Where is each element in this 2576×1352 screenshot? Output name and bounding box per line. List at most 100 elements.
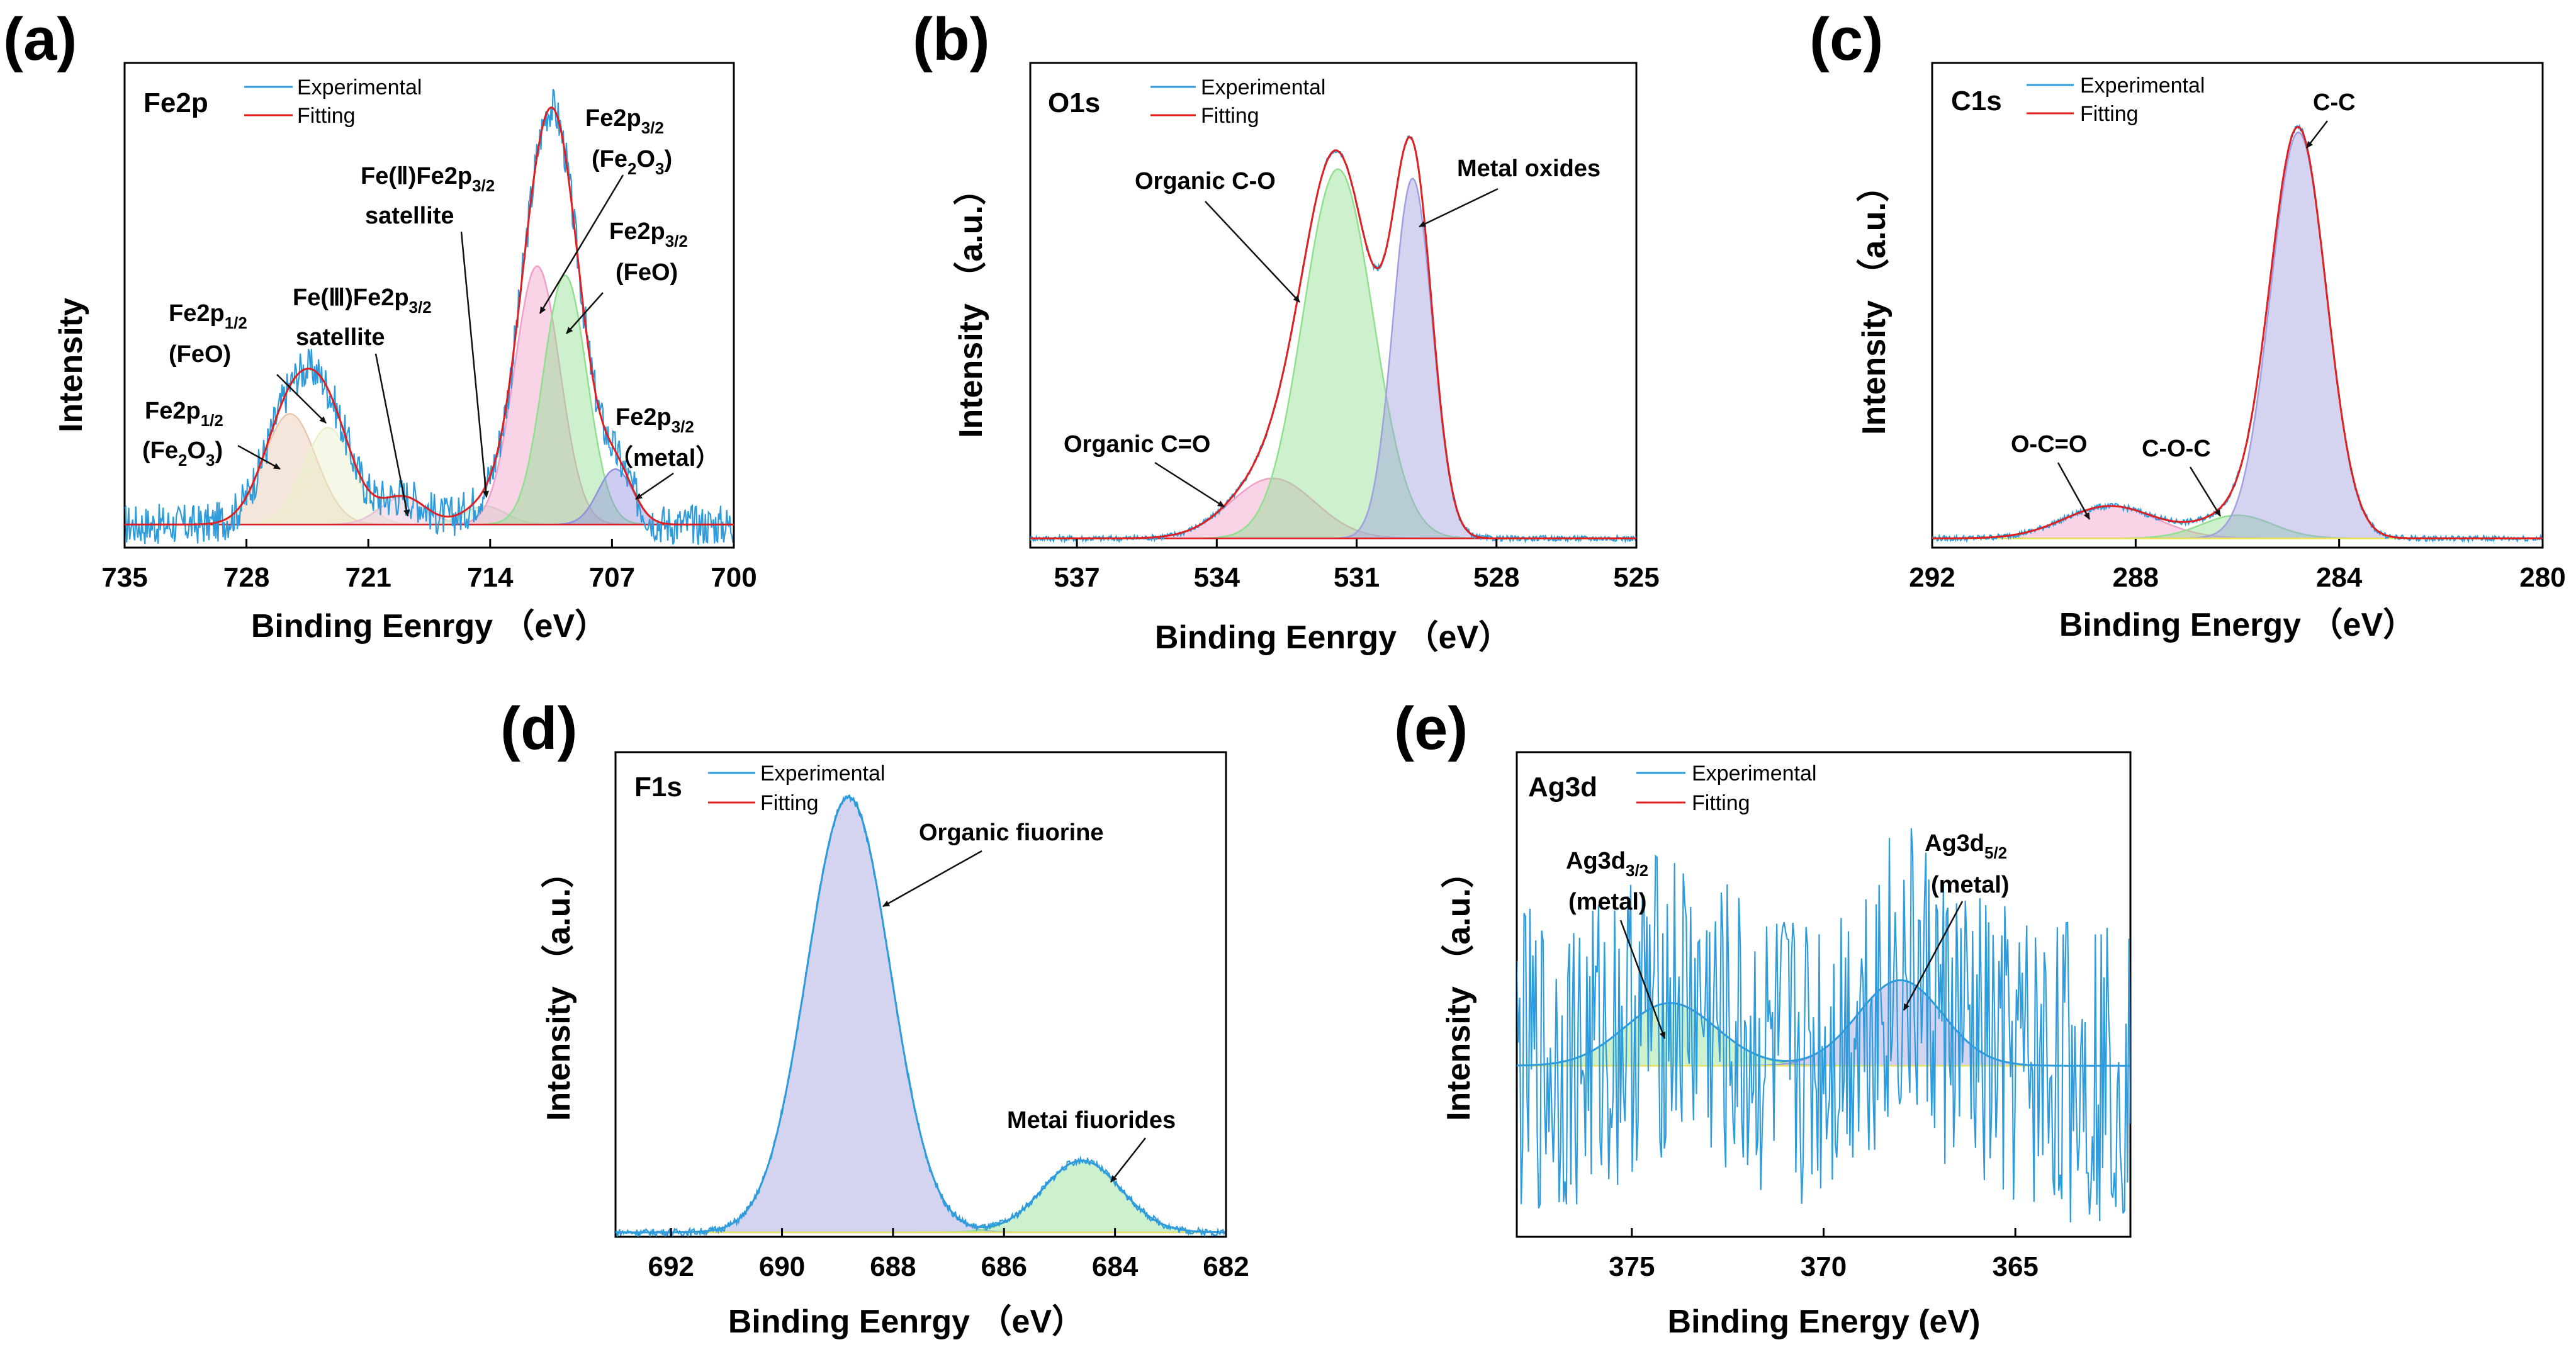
x-tick-label: 707 xyxy=(589,562,635,593)
legend-experimental-label: Experimental xyxy=(1692,762,1816,786)
panel-a-spectrum-title: Fe2p xyxy=(143,87,208,118)
panel-b-y-axis-label: Intensity （a.u.） xyxy=(953,172,989,438)
anno-text: （metal） xyxy=(609,445,719,471)
anno-text: Ag3d xyxy=(1925,830,1984,857)
panel-c-legend: Experimental Fitting xyxy=(2027,74,2205,126)
anno-b-organic-c-o: Organic C-O xyxy=(1135,168,1300,303)
legend-fitting-label: Fitting xyxy=(2080,102,2139,126)
anno-sub: 3/2 xyxy=(409,298,432,317)
x-tick-label: 688 xyxy=(870,1251,916,1282)
panel-d-spectrum-title: F1s xyxy=(634,772,682,803)
anno-a-fe2-satellite: Fe(Ⅱ)Fe2p3/2 satellite xyxy=(361,163,495,498)
x-tick-label: 370 xyxy=(1801,1251,1847,1282)
anno-arrow xyxy=(2306,120,2328,149)
svg-text:Fe2p1/2: Fe2p1/2 xyxy=(169,300,247,332)
anno-arrow xyxy=(1154,461,1225,508)
legend-experimental-label: Experimental xyxy=(2080,74,2205,98)
panel-c-plot xyxy=(1932,123,2543,544)
anno-text: (metal) xyxy=(1931,872,2010,898)
legend-fitting-label: Fitting xyxy=(1692,791,1750,815)
anno-text: Metal oxides xyxy=(1457,155,1600,182)
anno-text: Fe2p xyxy=(609,218,665,245)
legend-experimental-label: Experimental xyxy=(760,762,885,786)
fitting-series-line xyxy=(1932,125,2543,539)
anno-text: (Fe xyxy=(592,146,627,172)
experimental-series-line xyxy=(1517,828,2130,1223)
panel-e-spectrum-title: Ag3d xyxy=(1528,772,1597,803)
fitting-series-line xyxy=(125,106,734,526)
x-tick-label: 690 xyxy=(759,1251,805,1282)
anno-sub: 1/2 xyxy=(225,313,247,332)
panel-a: (a) Fe2p Experimental Fitting 735 728 721 7… xyxy=(3,6,757,645)
svg-text:Ag3d3/2: Ag3d3/2 xyxy=(1566,848,1648,880)
anno-arrow xyxy=(2057,462,2091,520)
anno-arrow xyxy=(237,444,281,470)
x-tick-label: 700 xyxy=(711,562,756,593)
anno-text: O xyxy=(187,437,206,464)
panel-a-legend: Experimental Fitting xyxy=(244,76,422,128)
svg-text:Fe2p3/2: Fe2p3/2 xyxy=(616,404,694,436)
anno-arrow xyxy=(635,472,674,500)
anno-sub: 5/2 xyxy=(1984,843,2007,862)
panel-c-x-ticks: 292 288 284 280 xyxy=(1909,539,2566,593)
panel-e-x-axis-label: Binding Energy (eV) xyxy=(1668,1304,1981,1340)
anno-text: Organic fiuorine xyxy=(919,820,1103,846)
anno-text: satellite xyxy=(296,324,385,351)
x-tick-label: 531 xyxy=(1334,562,1380,593)
anno-text: Organic C=O xyxy=(1064,431,1210,458)
anno-text: (FeO) xyxy=(169,341,231,368)
peak-organic-fiuorine xyxy=(616,796,1226,1234)
x-tick-label: 537 xyxy=(1054,562,1100,593)
panel-e-plot xyxy=(1517,828,2130,1223)
anno-sub: 2 xyxy=(627,159,636,178)
anno-text: C-C xyxy=(2313,89,2356,116)
panel-b-x-ticks: 537 534 531 528 525 xyxy=(1054,539,1660,593)
x-tick-label: 288 xyxy=(2113,562,2159,593)
panel-d: (d) F1s Experimental Fitting 692 690 688 68… xyxy=(500,695,1249,1340)
anno-text: Fe(Ⅱ)Fe2p xyxy=(361,163,472,189)
anno-sub: 3/2 xyxy=(672,417,694,436)
anno-text: Fe2p xyxy=(169,300,225,327)
x-tick-label: 714 xyxy=(467,562,514,593)
panel-b-spectrum-title: O1s xyxy=(1048,87,1100,118)
anno-text: Ag3d xyxy=(1566,848,1626,874)
anno-text: C-O-C xyxy=(2142,436,2211,462)
fitting-series-line xyxy=(1030,136,1636,539)
svg-text:Fe2p1/2: Fe2p1/2 xyxy=(145,398,223,430)
anno-a-fe2p12-feo: Fe2p1/2 (FeO) xyxy=(169,300,327,424)
legend-fitting-label: Fitting xyxy=(297,104,356,128)
panel-e: (e) Ag3d Experimental Fitting 375 370 365 … xyxy=(1394,695,2132,1340)
anno-arrow xyxy=(2189,466,2222,517)
anno-arrow xyxy=(374,353,410,517)
panel-a-plot xyxy=(125,89,734,545)
svg-text:Fe(Ⅲ)Fe2p3/2: Fe(Ⅲ)Fe2p3/2 xyxy=(293,284,432,317)
anno-arrow xyxy=(460,231,490,498)
panel-a-letter: (a) xyxy=(3,6,77,73)
anno-sub: 2 xyxy=(178,451,187,470)
anno-sub: 3 xyxy=(206,451,215,470)
anno-text: (FeO) xyxy=(616,259,678,286)
legend-experimental-label: Experimental xyxy=(297,76,422,99)
anno-sub: 3/2 xyxy=(472,176,495,195)
svg-text:(Fe2O3): (Fe2O3) xyxy=(592,146,672,178)
anno-e-ag3d32: Ag3d3/2 (metal) xyxy=(1566,848,1666,1039)
anno-arrow xyxy=(1419,188,1499,228)
anno-d-metal-fluorides: Metai fiuorides xyxy=(1007,1107,1176,1183)
svg-text:Fe(Ⅱ)Fe2p3/2: Fe(Ⅱ)Fe2p3/2 xyxy=(361,163,495,195)
anno-sub: 3/2 xyxy=(1626,861,1648,880)
x-tick-label: 682 xyxy=(1203,1251,1249,1282)
panel-a-y-axis-label: Intensity xyxy=(53,298,89,432)
anno-arrow xyxy=(1903,901,1964,1011)
anno-text: Organic C-O xyxy=(1135,168,1276,194)
panel-c-spectrum-title: C1s xyxy=(1951,86,2002,116)
anno-a-fe2p32-metal: Fe2p3/2 （metal） xyxy=(609,404,719,500)
svg-text:(Fe2O3): (Fe2O3) xyxy=(142,437,223,470)
anno-text: ) xyxy=(665,146,673,172)
panel-a-frame xyxy=(123,62,735,549)
anno-a-fe2p12-fe2o3: Fe2p1/2 (Fe2O3) xyxy=(142,398,281,470)
panel-b-legend: Experimental Fitting xyxy=(1150,76,1325,128)
x-tick-label: 728 xyxy=(223,562,269,593)
anno-a-fe2p32-fe2o3: Fe2p3/2 (Fe2O3) xyxy=(539,105,672,314)
anno-b-metal-oxides: Metal oxides xyxy=(1419,155,1600,228)
panel-e-x-ticks: 375 370 365 xyxy=(1609,1228,2039,1282)
